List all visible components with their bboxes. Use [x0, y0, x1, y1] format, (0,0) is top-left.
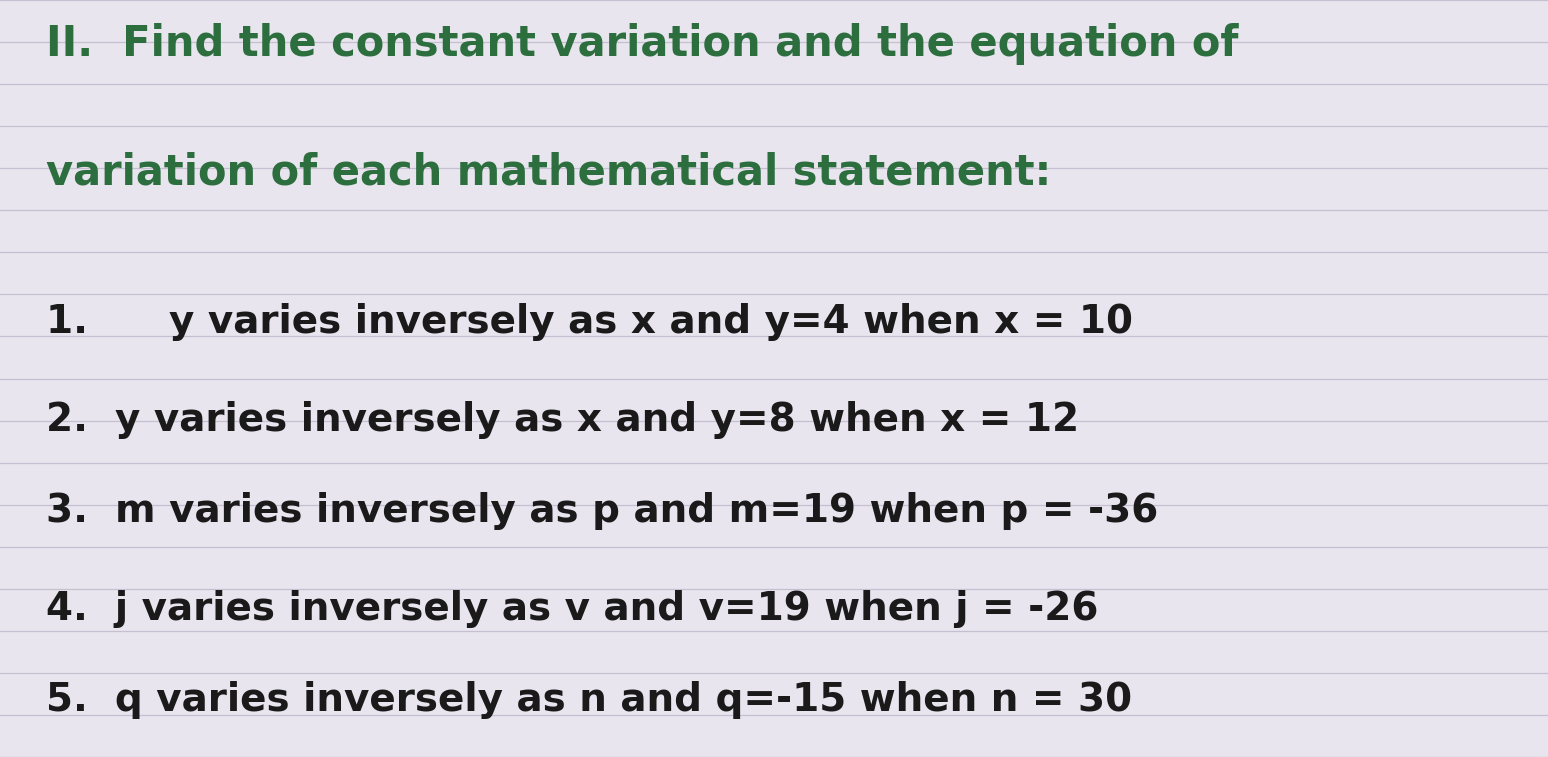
Text: variation of each mathematical statement:: variation of each mathematical statement… [46, 151, 1051, 193]
Text: 4.  j varies inversely as v and v=19 when j = -26: 4. j varies inversely as v and v=19 when… [46, 590, 1099, 628]
Text: 3.  m varies inversely as p and m=19 when p = -36: 3. m varies inversely as p and m=19 when… [46, 492, 1159, 530]
Text: 1.      y varies inversely as x and y=4 when x = 10: 1. y varies inversely as x and y=4 when … [46, 303, 1133, 341]
Text: II.  Find the constant variation and the equation of: II. Find the constant variation and the … [46, 23, 1238, 64]
Text: 2.  y varies inversely as x and y=8 when x = 12: 2. y varies inversely as x and y=8 when … [46, 401, 1079, 439]
Text: 5.  q varies inversely as n and q=-15 when n = 30: 5. q varies inversely as n and q=-15 whe… [46, 681, 1133, 719]
